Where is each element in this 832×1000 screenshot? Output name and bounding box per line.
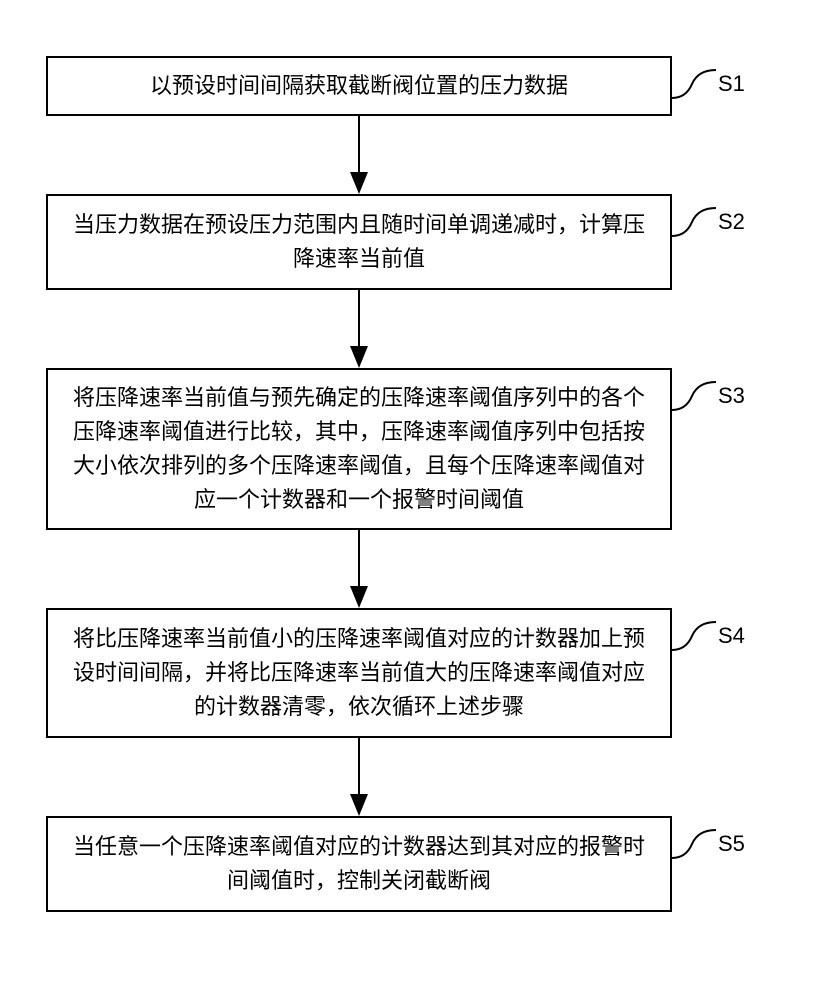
- flowchart-arrow: [46, 530, 672, 608]
- flowchart-node: 将压降速率当前值与预先确定的压降速率阈值序列中的各个压降速率阈值进行比较，其中，…: [46, 368, 672, 530]
- flowchart-label-wrapper: S5: [672, 826, 745, 862]
- flowchart-arrow: [46, 738, 672, 816]
- flowchart-node-text: 当任意一个压降速率阈值对应的计数器达到其对应的报警时间阈值时，控制关闭截断阀: [68, 830, 650, 898]
- flowchart-node-text: 将比压降速率当前值小的压降速率阈值对应的计数器加上预设时间间隔，并将比压降速率当…: [68, 622, 650, 724]
- flowchart-node: 将比压降速率当前值小的压降速率阈值对应的计数器加上预设时间间隔，并将比压降速率当…: [46, 608, 672, 738]
- flowchart-arrow: [46, 116, 672, 194]
- flowchart-row: 当压力数据在预设压力范围内且随时间单调递减时，计算压降速率当前值 S2: [46, 194, 786, 290]
- flowchart-node-text: 当压力数据在预设压力范围内且随时间单调递减时，计算压降速率当前值: [68, 208, 650, 276]
- flowchart-node-text: 将压降速率当前值与预先确定的压降速率阈值序列中的各个压降速率阈值进行比较，其中，…: [68, 381, 650, 517]
- flowchart-node: 当压力数据在预设压力范围内且随时间单调递减时，计算压降速率当前值: [46, 194, 672, 290]
- flowchart-label-wrapper: S2: [672, 204, 745, 240]
- flowchart-row: 将比压降速率当前值小的压降速率阈值对应的计数器加上预设时间间隔，并将比压降速率当…: [46, 608, 786, 738]
- flowchart-container: 以预设时间间隔获取截断阀位置的压力数据 S1 当压力数据在预设压力范围内且随时间单调…: [46, 56, 786, 912]
- flowchart-label-wrapper: S3: [672, 378, 745, 414]
- flowchart-row: 将压降速率当前值与预先确定的压降速率阈值序列中的各个压降速率阈值进行比较，其中，…: [46, 368, 786, 530]
- flowchart-label-wrapper: S4: [672, 618, 745, 654]
- flowchart-step-label: S3: [718, 383, 745, 409]
- flowchart-step-label: S1: [718, 71, 745, 97]
- flowchart-node: 当任意一个压降速率阈值对应的计数器达到其对应的报警时间阈值时，控制关闭截断阀: [46, 816, 672, 912]
- flowchart-node: 以预设时间间隔获取截断阀位置的压力数据: [46, 56, 672, 116]
- flowchart-row: 以预设时间间隔获取截断阀位置的压力数据 S1: [46, 56, 786, 116]
- flowchart-row: 当任意一个压降速率阈值对应的计数器达到其对应的报警时间阈值时，控制关闭截断阀 S5: [46, 816, 786, 912]
- flowchart-step-label: S4: [718, 623, 745, 649]
- flowchart-node-text: 以预设时间间隔获取截断阀位置的压力数据: [150, 69, 568, 103]
- flowchart-step-label: S5: [718, 831, 745, 857]
- flowchart-step-label: S2: [718, 209, 745, 235]
- flowchart-arrow: [46, 290, 672, 368]
- flowchart-label-wrapper: S1: [672, 66, 745, 102]
